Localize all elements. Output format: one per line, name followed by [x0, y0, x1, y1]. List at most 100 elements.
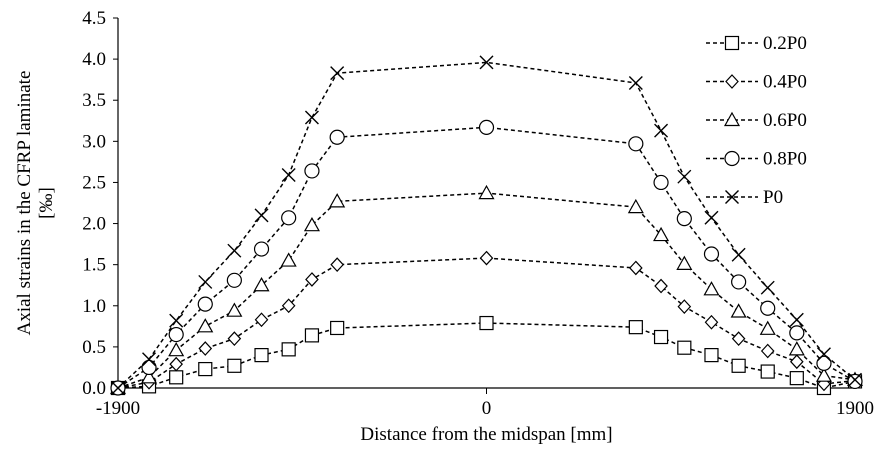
circle-marker: [478, 119, 495, 135]
square-marker: [227, 358, 242, 373]
series-P0: [111, 55, 862, 395]
diamond-marker: [629, 260, 643, 276]
square-marker: [704, 348, 719, 363]
legend-item: P0: [706, 187, 783, 208]
x-marker: [677, 169, 692, 184]
diamond-marker: [731, 331, 746, 347]
square-marker: [731, 358, 746, 373]
x-marker-stroke: [654, 123, 669, 138]
x-marker: [704, 210, 719, 225]
x-tick-label: 1900: [836, 398, 874, 419]
x-marker-stroke: [111, 381, 125, 395]
triangle-marker: [723, 111, 741, 127]
legend-item: 0.2P0: [706, 33, 807, 54]
legend-item: 0.6P0: [706, 110, 807, 131]
x-marker-stroke: [677, 169, 692, 184]
circle-marker: [329, 129, 345, 145]
x-marker: [169, 313, 184, 328]
circle-marker: [197, 296, 213, 312]
x-marker-stroke: [227, 243, 242, 258]
square-marker: [479, 315, 494, 331]
legend-label: P0: [763, 187, 783, 208]
square-marker: [677, 340, 692, 355]
x-marker: [731, 247, 746, 262]
legend-item: 0.8P0: [706, 149, 807, 170]
x-marker: [227, 243, 242, 258]
circle-marker: [281, 210, 297, 226]
diamond-marker: [654, 278, 668, 294]
x-marker-stroke: [760, 280, 775, 295]
diamond-marker: [789, 354, 804, 370]
series-0.8P0: [110, 119, 863, 396]
diamond-marker: [227, 331, 242, 347]
circle-marker: [304, 163, 320, 179]
circle-marker: [168, 326, 184, 343]
series-0.2P0: [110, 315, 863, 396]
x-marker-stroke: [304, 110, 319, 125]
legend: 0.2P0 0.4P0 0.6P0 0.8P0 P0: [706, 33, 807, 208]
legend-item: 0.4P0: [706, 72, 807, 93]
x-marker: [725, 190, 739, 204]
x-marker-stroke: [704, 210, 719, 225]
x-marker-stroke: [198, 274, 213, 289]
y-axis-title-line: Axial strains in the CFRP laminate: [14, 71, 35, 336]
y-tick-label: 1.5: [82, 255, 106, 276]
diamond-marker: [198, 341, 213, 356]
legend-label: 0.6P0: [763, 110, 807, 131]
x-marker: [142, 352, 157, 367]
y-axis-title: Axial strains in the CFRP laminate[‰]: [14, 71, 57, 336]
circle-marker: [676, 211, 692, 227]
square-marker: [198, 361, 213, 377]
y-tick-label: 4.5: [82, 8, 106, 29]
y-tick-label: 2.5: [82, 172, 106, 193]
circle-marker: [653, 174, 669, 191]
triangle-marker: [253, 276, 270, 292]
circle-marker: [760, 300, 776, 316]
x-marker: [628, 75, 643, 90]
diamond-marker: [330, 257, 344, 273]
x-marker: [330, 66, 345, 81]
x-marker-stroke: [281, 168, 296, 183]
circle-marker: [731, 274, 747, 290]
y-tick-label: 4.0: [82, 49, 106, 70]
triangle-marker: [759, 320, 776, 335]
x-marker-stroke: [330, 66, 345, 81]
x-marker: [816, 347, 831, 362]
square-marker: [653, 329, 669, 345]
series-0.6P0: [109, 184, 864, 395]
triangle-marker: [280, 252, 297, 267]
x-marker: [760, 280, 775, 295]
triangle-marker: [197, 318, 214, 333]
diamond-marker: [677, 299, 692, 314]
square-marker: [304, 328, 320, 343]
diamond-marker: [169, 356, 184, 372]
triangle-marker: [303, 216, 320, 232]
circle-marker: [847, 373, 863, 390]
x-marker-stroke: [731, 247, 746, 262]
circle-marker: [816, 355, 832, 371]
legend-label: 0.4P0: [763, 72, 807, 93]
x-marker-stroke: [254, 208, 269, 223]
x-marker-stroke: [848, 372, 862, 387]
triangle-marker: [653, 226, 670, 242]
y-tick-label: 2.0: [82, 214, 106, 235]
diamond-marker: [281, 298, 296, 314]
x-marker: [789, 312, 804, 327]
diamond-marker: [725, 74, 739, 89]
x-marker: [848, 372, 862, 387]
circle-marker: [789, 325, 805, 341]
square-marker: [254, 348, 269, 363]
triangle-marker: [788, 341, 805, 356]
x-marker-stroke: [479, 55, 494, 70]
x-marker-stroke: [725, 190, 739, 204]
y-tick-label: 0.0: [82, 378, 106, 399]
x-marker-stroke: [789, 312, 804, 327]
x-marker: [479, 55, 494, 70]
diamond-marker: [254, 312, 269, 328]
x-marker: [654, 123, 669, 138]
triangle-marker: [226, 302, 243, 317]
x-marker: [198, 274, 213, 289]
circle-marker: [703, 246, 720, 262]
